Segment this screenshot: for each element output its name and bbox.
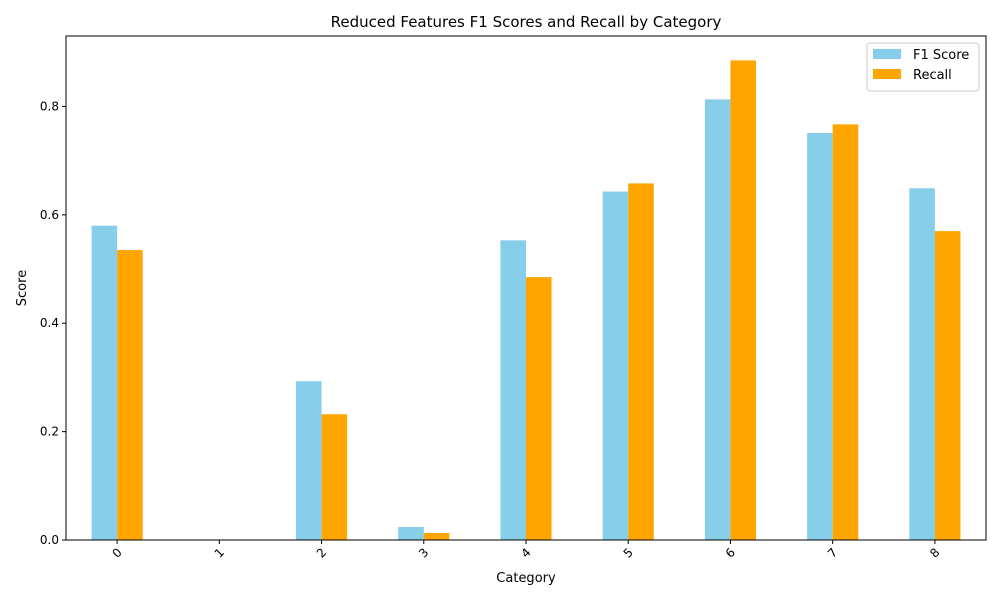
bar-f1-score-2 <box>296 381 322 540</box>
y-tick-label: 0.4 <box>40 316 59 330</box>
x-tick-label: 5 <box>621 545 636 560</box>
bar-f1-score-0 <box>91 225 118 540</box>
y-tick-label: 0.0 <box>40 533 59 547</box>
bar-recall-5 <box>628 183 654 540</box>
legend: F1 Score Recall <box>866 42 980 92</box>
x-tick-label: 1 <box>212 545 227 560</box>
bar-f1-score-5 <box>602 191 629 541</box>
y-tick-label: 0.6 <box>40 208 59 222</box>
bar-recall-6 <box>730 60 756 540</box>
x-axis: 0 1 2 3 4 5 6 7 8 <box>109 540 943 561</box>
y-tick-label: 0.8 <box>40 99 59 113</box>
y-axis-label: Score <box>15 270 30 306</box>
x-tick-label: 0 <box>109 545 124 560</box>
bar-recall-8 <box>934 231 961 540</box>
legend-items: F1 Score Recall <box>873 48 969 83</box>
bars <box>91 60 961 541</box>
bar-recall-2 <box>321 414 348 540</box>
legend-swatch-recall <box>873 69 901 79</box>
y-tick-label: 0.2 <box>40 425 59 439</box>
x-tick-label: 7 <box>825 545 840 560</box>
bar-f1-score-4 <box>500 240 526 540</box>
bar-f1-score-6 <box>704 99 731 540</box>
legend-swatch-f1-score <box>873 49 901 59</box>
bar-f1-score-7 <box>807 133 833 540</box>
x-tick-label: 4 <box>518 545 533 560</box>
y-axis: 0.0 0.2 0.4 0.6 0.8 <box>40 99 66 547</box>
x-tick-label: 3 <box>416 545 431 560</box>
bar-recall-4 <box>526 277 552 540</box>
legend-label: Recall <box>913 68 952 83</box>
x-tick-label: 8 <box>927 545 942 560</box>
legend-label: F1 Score <box>913 48 969 63</box>
bar-recall-7 <box>832 124 859 540</box>
plot-area <box>65 35 987 541</box>
bar-f1-score-8 <box>909 188 935 540</box>
bar-recall-0 <box>117 250 143 540</box>
x-axis-label: Category <box>496 571 556 586</box>
x-tick-label: 2 <box>314 545 329 560</box>
bar-f1-score-3 <box>398 526 424 540</box>
bar-recall-3 <box>423 532 450 540</box>
x-tick-label: 6 <box>723 545 738 560</box>
chart-title: Reduced Features F1 Scores and Recall by… <box>331 13 722 31</box>
